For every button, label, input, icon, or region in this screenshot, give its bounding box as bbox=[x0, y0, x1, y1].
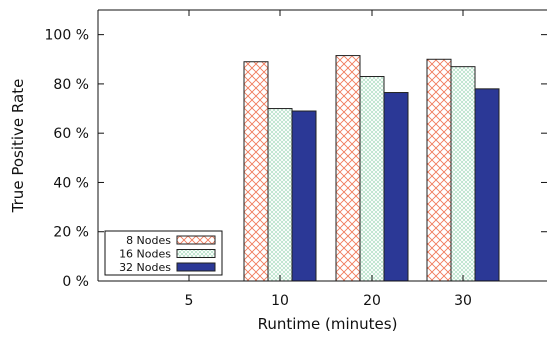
y-tick-label: 40 % bbox=[53, 175, 89, 191]
legend-swatch bbox=[176, 262, 216, 272]
y-tick-label: 100 % bbox=[45, 28, 89, 44]
y-axis-label: True Positive Rate bbox=[9, 79, 27, 214]
bar-16-nodes-30 bbox=[450, 66, 476, 282]
bar-16-nodes-20 bbox=[359, 76, 385, 282]
legend-swatch bbox=[176, 249, 216, 258]
x-tick-label: 5 bbox=[185, 293, 194, 309]
legend-swatch bbox=[176, 235, 216, 245]
y-tick-label: 20 % bbox=[53, 225, 89, 241]
x-tick-label: 30 bbox=[454, 293, 472, 309]
y-tick-label: 80 % bbox=[53, 77, 89, 93]
bar-16-nodes-10 bbox=[267, 108, 293, 282]
legend-label: 32 Nodes bbox=[119, 261, 171, 274]
x-axis-label: Runtime (minutes) bbox=[258, 315, 398, 333]
bar-32-nodes-30 bbox=[474, 88, 500, 282]
y-tick-label: 60 % bbox=[53, 126, 89, 142]
legend-label: 8 Nodes bbox=[126, 234, 171, 247]
bar-32-nodes-20 bbox=[383, 92, 409, 282]
y-tick-label: 0 % bbox=[62, 274, 89, 290]
x-tick-label: 10 bbox=[271, 293, 289, 309]
bar-32-nodes-10 bbox=[291, 110, 317, 282]
bar-8-nodes-10 bbox=[243, 61, 269, 282]
legend-label: 16 Nodes bbox=[119, 248, 171, 261]
bar-8-nodes-30 bbox=[426, 58, 452, 282]
x-tick-label: 20 bbox=[363, 293, 381, 309]
bar-8-nodes-20 bbox=[335, 55, 361, 282]
